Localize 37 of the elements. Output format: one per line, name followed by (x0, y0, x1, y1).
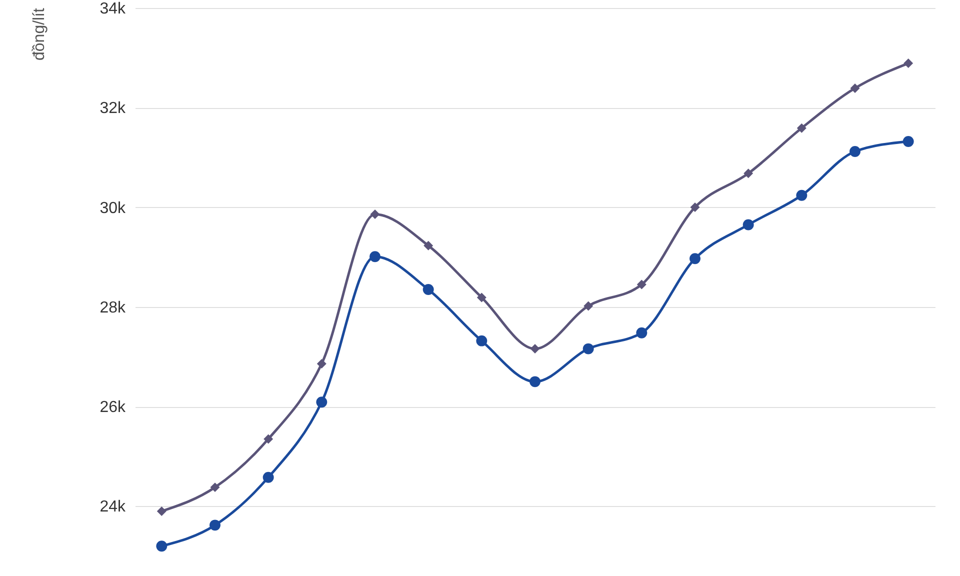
point (530, 344, 540, 354)
point (584, 301, 594, 311)
y-tick-label: 34k (100, 0, 126, 18)
point (422, 284, 434, 295)
point (264, 434, 274, 444)
point (582, 343, 594, 354)
point (744, 168, 754, 178)
y-tick-label: 26k (100, 399, 126, 416)
point (796, 190, 808, 201)
point (370, 210, 380, 220)
point (316, 359, 326, 368)
point (636, 327, 648, 338)
point (210, 520, 220, 531)
point (476, 335, 488, 346)
y-tick-label: 24k (100, 498, 126, 516)
point (316, 396, 328, 408)
y-tick-label: 32k (100, 100, 126, 118)
point (424, 240, 434, 250)
point (636, 280, 646, 290)
point (156, 506, 166, 516)
point (530, 376, 540, 388)
point (796, 123, 806, 133)
point (690, 253, 700, 264)
y-axis-title: đồng/lít (31, 7, 48, 60)
point (262, 472, 274, 483)
point (476, 292, 486, 302)
y-tick-label: 30k (100, 200, 126, 217)
point (742, 219, 754, 230)
y-tick-label: 28k (100, 299, 126, 316)
point (904, 58, 914, 68)
point (210, 482, 220, 492)
point (902, 136, 914, 147)
point (850, 146, 860, 157)
point (156, 540, 168, 552)
point (690, 202, 700, 212)
point (370, 251, 380, 262)
point (850, 83, 860, 93)
